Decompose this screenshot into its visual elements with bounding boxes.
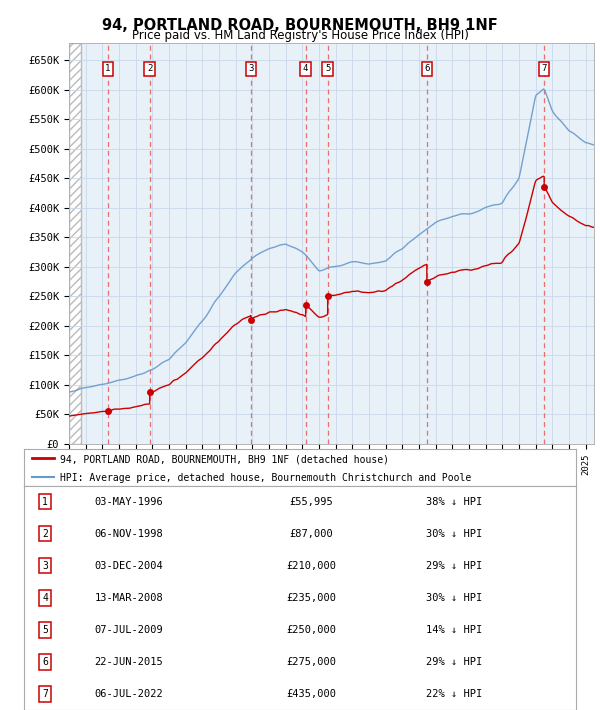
Text: 29% ↓ HPI: 29% ↓ HPI [427, 561, 482, 571]
Text: 6: 6 [424, 64, 430, 73]
Text: 03-MAY-1996: 03-MAY-1996 [95, 497, 163, 507]
Text: 30% ↓ HPI: 30% ↓ HPI [427, 529, 482, 539]
Text: £275,000: £275,000 [286, 657, 336, 667]
Text: £435,000: £435,000 [286, 689, 336, 699]
Text: 7: 7 [42, 689, 48, 699]
Text: 29% ↓ HPI: 29% ↓ HPI [427, 657, 482, 667]
Text: Price paid vs. HM Land Registry's House Price Index (HPI): Price paid vs. HM Land Registry's House … [131, 29, 469, 42]
Bar [80, 43, 594, 444]
Text: 07-JUL-2009: 07-JUL-2009 [95, 625, 163, 635]
Text: 38% ↓ HPI: 38% ↓ HPI [427, 497, 482, 507]
Text: 22% ↓ HPI: 22% ↓ HPI [427, 689, 482, 699]
Text: 1: 1 [106, 64, 110, 73]
Text: 03-DEC-2004: 03-DEC-2004 [95, 561, 163, 571]
Text: £87,000: £87,000 [289, 529, 333, 539]
Text: 22-JUN-2015: 22-JUN-2015 [95, 657, 163, 667]
Text: 94, PORTLAND ROAD, BOURNEMOUTH, BH9 1NF: 94, PORTLAND ROAD, BOURNEMOUTH, BH9 1NF [102, 18, 498, 33]
Text: 1: 1 [42, 497, 48, 507]
Text: 94, PORTLAND ROAD, BOURNEMOUTH, BH9 1NF (detached house): 94, PORTLAND ROAD, BOURNEMOUTH, BH9 1NF … [60, 454, 389, 464]
Text: 3: 3 [42, 561, 48, 571]
Text: 7: 7 [541, 64, 547, 73]
Text: 3: 3 [248, 64, 254, 73]
Text: 2: 2 [147, 64, 152, 73]
Text: 30% ↓ HPI: 30% ↓ HPI [427, 593, 482, 603]
Text: £210,000: £210,000 [286, 561, 336, 571]
Text: 06-NOV-1998: 06-NOV-1998 [95, 529, 163, 539]
Text: 5: 5 [325, 64, 331, 73]
Text: 6: 6 [42, 657, 48, 667]
Bar [69, 43, 80, 444]
Text: 5: 5 [42, 625, 48, 635]
Text: 14% ↓ HPI: 14% ↓ HPI [427, 625, 482, 635]
Text: 06-JUL-2022: 06-JUL-2022 [95, 689, 163, 699]
Text: £250,000: £250,000 [286, 625, 336, 635]
Text: 4: 4 [303, 64, 308, 73]
Text: £235,000: £235,000 [286, 593, 336, 603]
Text: HPI: Average price, detached house, Bournemouth Christchurch and Poole: HPI: Average price, detached house, Bour… [60, 473, 471, 483]
Text: 2: 2 [42, 529, 48, 539]
Text: 13-MAR-2008: 13-MAR-2008 [95, 593, 163, 603]
Text: 4: 4 [42, 593, 48, 603]
Text: £55,995: £55,995 [289, 497, 333, 507]
